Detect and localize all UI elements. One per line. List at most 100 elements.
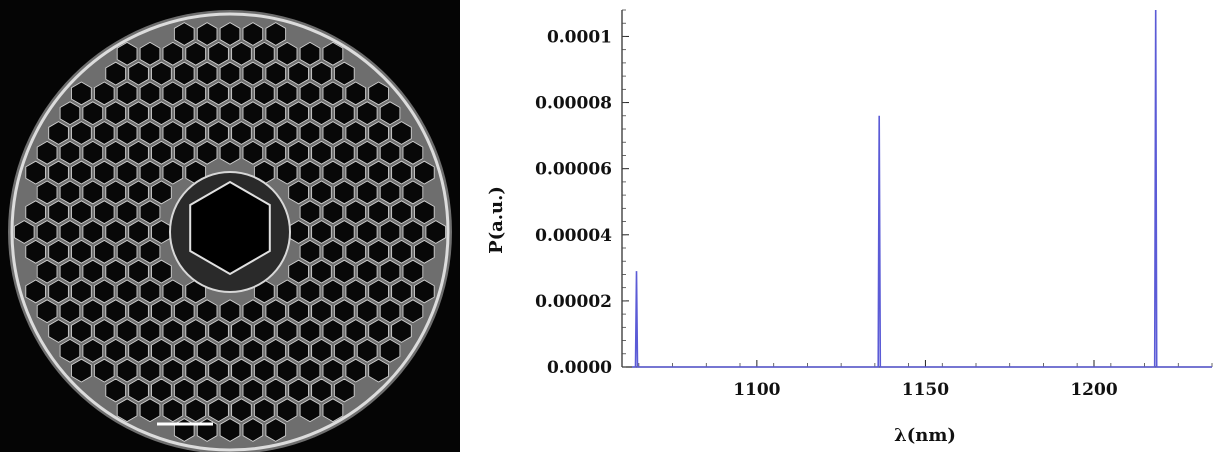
air-hole bbox=[276, 121, 298, 145]
air-hole bbox=[105, 338, 127, 363]
air-hole bbox=[196, 22, 218, 46]
air-hole bbox=[185, 81, 207, 106]
y-tick-label: 0.00004 bbox=[535, 226, 612, 246]
air-hole bbox=[311, 180, 332, 205]
air-hole bbox=[13, 220, 35, 244]
air-hole bbox=[356, 140, 378, 165]
air-hole bbox=[93, 279, 115, 304]
y-tick-label: 0.00008 bbox=[535, 94, 612, 114]
air-hole bbox=[231, 398, 252, 423]
y-tick-label: 0.0000 bbox=[547, 358, 612, 378]
air-hole bbox=[162, 41, 184, 66]
air-hole bbox=[219, 101, 241, 126]
air-hole bbox=[231, 319, 252, 343]
air-hole bbox=[242, 101, 264, 126]
air-hole bbox=[311, 299, 332, 324]
air-hole bbox=[402, 220, 424, 244]
air-hole bbox=[116, 279, 138, 304]
air-hole bbox=[368, 358, 389, 383]
air-hole bbox=[128, 299, 149, 324]
air-hole bbox=[36, 299, 58, 324]
air-hole bbox=[82, 101, 104, 126]
air-hole bbox=[151, 378, 172, 403]
air-hole bbox=[128, 61, 149, 86]
air-hole bbox=[93, 319, 115, 343]
air-hole bbox=[368, 279, 389, 304]
air-hole bbox=[368, 200, 389, 225]
air-hole bbox=[333, 220, 355, 244]
air-hole bbox=[299, 41, 321, 66]
air-hole bbox=[116, 200, 138, 225]
air-hole bbox=[345, 81, 367, 106]
air-hole bbox=[311, 61, 332, 86]
air-hole bbox=[173, 22, 195, 46]
air-hole bbox=[231, 358, 252, 383]
air-hole bbox=[59, 259, 81, 284]
air-hole bbox=[71, 160, 92, 185]
air-hole bbox=[139, 319, 161, 343]
air-hole bbox=[368, 239, 389, 264]
air-hole bbox=[105, 180, 127, 205]
air-hole bbox=[276, 279, 298, 304]
x-tick-label: 1150 bbox=[902, 380, 949, 400]
air-hole bbox=[48, 279, 69, 304]
hollow-core bbox=[189, 180, 271, 276]
fiber-micrograph bbox=[0, 0, 460, 452]
air-hole bbox=[185, 358, 207, 383]
air-hole bbox=[105, 299, 127, 324]
air-hole bbox=[265, 418, 287, 442]
air-hole bbox=[25, 239, 46, 264]
air-hole bbox=[208, 398, 229, 423]
air-hole bbox=[368, 319, 389, 343]
air-hole bbox=[48, 319, 69, 343]
air-hole bbox=[368, 81, 389, 106]
air-hole bbox=[162, 358, 184, 383]
air-hole bbox=[196, 378, 218, 403]
air-hole bbox=[311, 338, 332, 363]
air-hole bbox=[368, 121, 389, 145]
air-hole bbox=[242, 338, 264, 363]
air-hole bbox=[253, 358, 275, 383]
air-hole bbox=[265, 378, 287, 403]
air-hole bbox=[379, 220, 401, 244]
air-hole bbox=[219, 140, 241, 165]
air-hole bbox=[288, 180, 309, 205]
air-hole bbox=[82, 299, 104, 324]
air-hole bbox=[253, 319, 275, 343]
air-hole bbox=[173, 140, 195, 165]
air-hole bbox=[356, 220, 378, 244]
air-hole bbox=[93, 160, 115, 185]
air-hole bbox=[391, 200, 412, 225]
air-hole bbox=[162, 160, 184, 185]
air-hole bbox=[322, 239, 344, 264]
air-hole bbox=[356, 101, 378, 126]
air-hole bbox=[219, 299, 241, 324]
air-hole bbox=[208, 81, 229, 106]
air-hole bbox=[105, 61, 127, 86]
air-hole bbox=[139, 239, 161, 264]
air-hole bbox=[265, 299, 287, 324]
air-hole bbox=[219, 418, 241, 442]
air-hole bbox=[93, 81, 115, 106]
air-hole bbox=[71, 200, 92, 225]
air-hole bbox=[265, 61, 287, 86]
air-hole bbox=[379, 140, 401, 165]
fiber-jacket-edge bbox=[10, 12, 450, 452]
air-hole bbox=[391, 239, 412, 264]
air-hole bbox=[299, 319, 321, 343]
air-hole bbox=[265, 22, 287, 46]
air-hole bbox=[116, 319, 138, 343]
air-hole bbox=[105, 220, 127, 244]
air-hole bbox=[93, 200, 115, 225]
air-hole bbox=[333, 259, 355, 284]
air-hole bbox=[48, 239, 69, 264]
air-hole bbox=[82, 180, 104, 205]
y-axis-title-group: P(a.u.) bbox=[486, 186, 507, 254]
x-tick-label: 1200 bbox=[1070, 380, 1117, 400]
air-hole bbox=[299, 398, 321, 423]
air-hole bbox=[128, 378, 149, 403]
air-hole bbox=[299, 279, 321, 304]
air-hole bbox=[231, 121, 252, 145]
air-hole bbox=[139, 279, 161, 304]
air-hole bbox=[116, 121, 138, 145]
